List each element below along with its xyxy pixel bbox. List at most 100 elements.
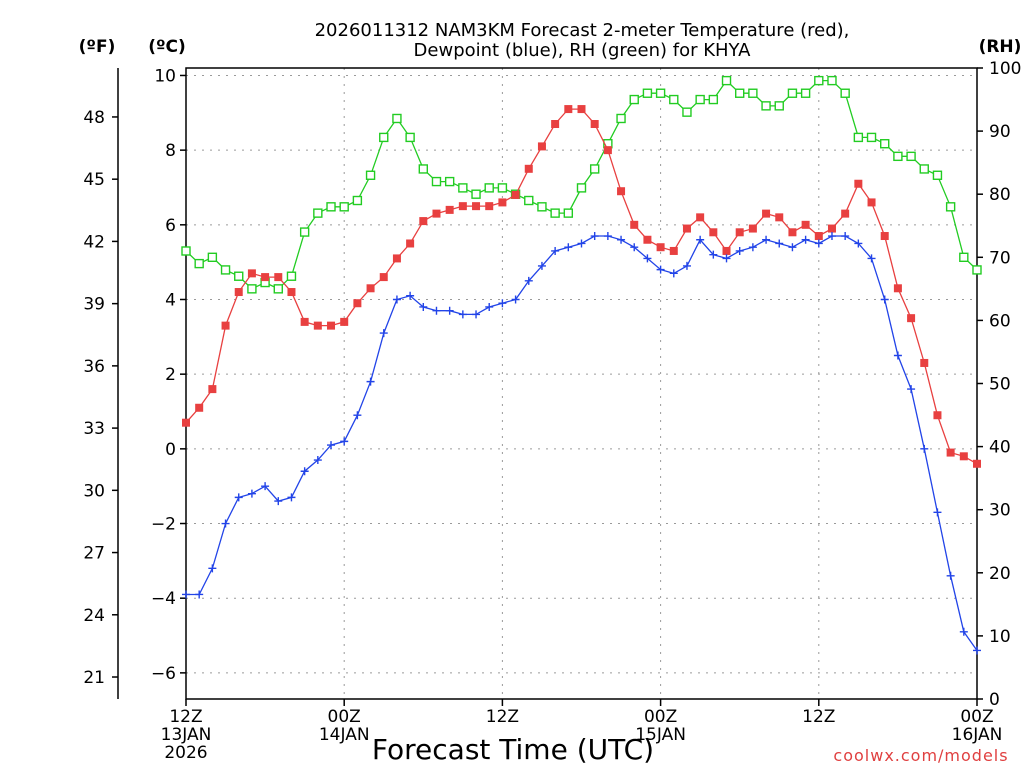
rh-point <box>418 164 428 174</box>
rh-tick-label: 0 <box>989 690 1000 710</box>
fahrenheit-tick-label: 21 <box>83 668 105 688</box>
temperature-point <box>221 321 230 330</box>
rh-point <box>840 88 850 98</box>
rh-point <box>827 75 837 86</box>
rh-point <box>379 132 389 143</box>
series-layer <box>181 75 982 655</box>
dewpoint-point <box>300 467 309 476</box>
time-tick-hour-label: 12Z <box>486 707 519 727</box>
temperature-point <box>234 288 243 297</box>
time-tick-hour-label: 00Z <box>328 707 361 727</box>
temperature-point <box>696 213 705 222</box>
rh-series <box>181 75 982 294</box>
rh-point <box>524 195 534 206</box>
dewpoint-point <box>208 564 217 573</box>
rh-point <box>220 265 231 275</box>
dewpoint-point <box>880 295 889 304</box>
temperature-point <box>472 202 481 211</box>
rh-point <box>247 284 257 294</box>
dewpoint-point <box>511 295 520 304</box>
temperature-point <box>603 146 612 155</box>
rh-point <box>471 189 481 199</box>
temperature-point <box>814 232 823 241</box>
rh-point <box>326 202 336 212</box>
celsius-tick-label: −6 <box>151 664 176 684</box>
temperature-series <box>182 105 981 468</box>
rh-point <box>695 94 705 105</box>
dewpoint-point <box>353 411 362 420</box>
temperature-point <box>775 213 784 222</box>
fahrenheit-unit-label: (ºF) <box>79 37 116 57</box>
temperature-point <box>577 105 586 114</box>
dewpoint-point <box>458 310 467 319</box>
dewpoint-point <box>946 571 955 580</box>
temperature-point <box>353 299 362 308</box>
temperature-point <box>524 164 533 173</box>
dewpoint-point <box>656 265 665 274</box>
fahrenheit-tick-label: 27 <box>83 544 105 564</box>
fahrenheit-tick-label: 45 <box>83 170 105 190</box>
rh-point <box>748 88 758 98</box>
temperature-point <box>419 217 428 226</box>
dewpoint-point <box>762 235 771 244</box>
fahrenheit-tick-label: 36 <box>83 357 105 377</box>
rh-point <box>959 252 969 263</box>
rh-point <box>484 183 494 193</box>
dewpoint-point <box>551 246 560 255</box>
celsius-tick-label: 10 <box>154 66 176 86</box>
rh-point <box>431 176 442 187</box>
dewpoint-point <box>959 627 968 636</box>
rh-point <box>655 88 666 98</box>
temperature-point <box>366 284 375 293</box>
rh-point <box>906 151 916 162</box>
rh-tick-label: 50 <box>989 375 1011 395</box>
dewpoint-series <box>182 232 981 655</box>
dewpoint-point <box>564 243 573 252</box>
rh-point <box>405 132 415 143</box>
temperature-point <box>762 209 771 218</box>
dewpoint-point <box>603 232 612 241</box>
time-tick-hour-label: 00Z <box>960 707 993 727</box>
time-tick-hour-label: 12Z <box>802 707 835 727</box>
dewpoint-point <box>735 246 744 255</box>
temperature-point <box>893 284 902 293</box>
dewpoint-point <box>221 519 230 528</box>
temperature-point <box>247 269 256 278</box>
rh-point <box>458 183 468 193</box>
celsius-axis: 10 8 6 4 2 0 −2 −4 −6 <box>151 66 186 684</box>
dewpoint-point <box>485 302 494 311</box>
rh-point <box>800 88 811 98</box>
rh-tick-label: 60 <box>989 311 1011 331</box>
dewpoint-point <box>973 646 981 655</box>
dewpoint-point <box>920 444 929 453</box>
temperature-point <box>788 228 797 237</box>
temperature-point <box>630 220 639 229</box>
celsius-tick-label: 2 <box>165 365 176 385</box>
temperature-point <box>564 105 573 114</box>
dewpoint-point <box>867 254 876 263</box>
dewpoint-point <box>182 590 190 599</box>
dewpoint-point <box>669 269 678 278</box>
dewpoint-point <box>274 497 283 506</box>
time-tick-year-label: 2026 <box>164 743 207 763</box>
temperature-point <box>327 321 336 330</box>
temperature-point <box>722 246 731 255</box>
dewpoint-point <box>327 441 336 450</box>
rh-tick-label: 100 <box>989 59 1021 79</box>
dewpoint-point <box>472 310 481 319</box>
time-tick-date-label: 16JAN <box>952 725 1003 745</box>
temperature-point <box>287 288 296 297</box>
temperature-point <box>973 459 981 468</box>
dewpoint-point <box>814 239 823 248</box>
rh-point <box>932 170 943 180</box>
temperature-point <box>735 228 744 237</box>
dewpoint-point <box>775 239 784 248</box>
temperature-point <box>827 224 836 233</box>
celsius-tick-label: −4 <box>151 589 176 609</box>
rh-point <box>550 208 560 218</box>
fahrenheit-tick-label: 39 <box>83 295 105 315</box>
rh-point <box>299 227 310 237</box>
temperature-point <box>854 179 863 188</box>
rh-point <box>444 176 455 187</box>
